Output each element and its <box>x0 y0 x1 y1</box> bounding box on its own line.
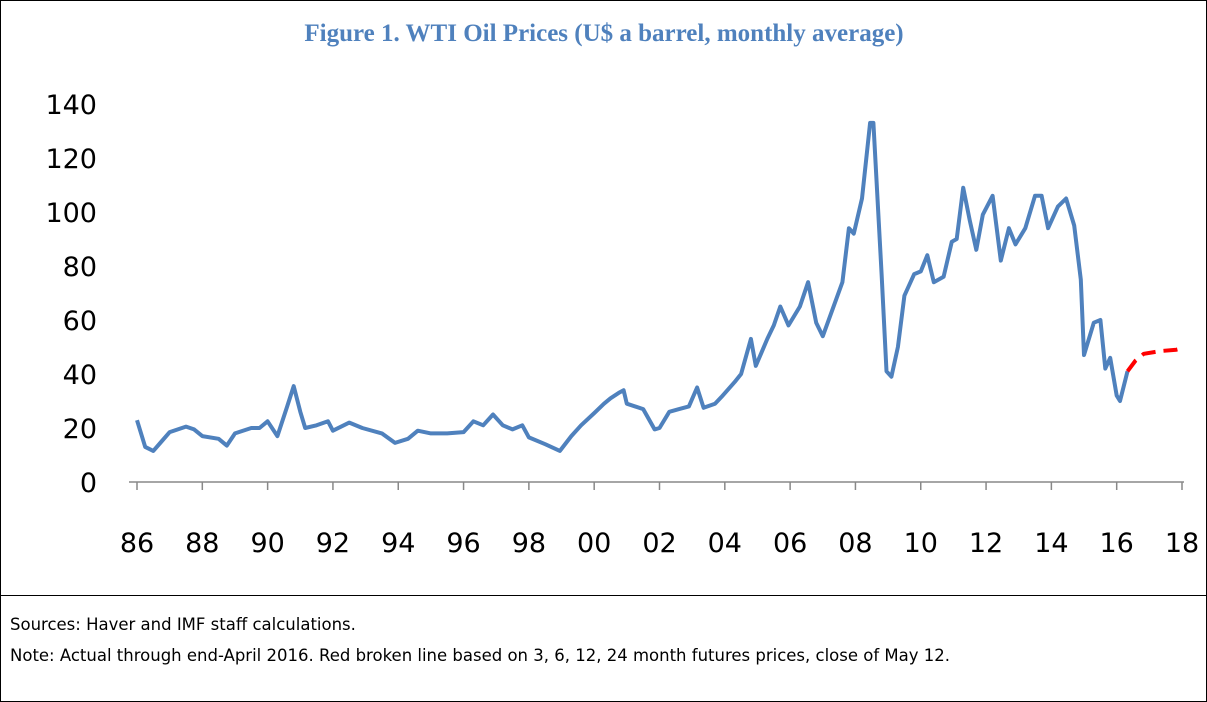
x-tick-label: 86 <box>120 528 154 559</box>
x-tick-label: 88 <box>185 528 219 559</box>
x-tick-label: 10 <box>904 528 938 559</box>
x-tick-label: 08 <box>838 528 872 559</box>
x-tick-label: 14 <box>1034 528 1068 559</box>
series-line <box>135 120 1130 453</box>
y-tick-label: 40 <box>63 360 97 391</box>
x-tick-label: 04 <box>708 528 742 559</box>
x-tick-label: 94 <box>381 528 415 559</box>
x-tick-label: 98 <box>512 528 546 559</box>
sources-note: Sources: Haver and IMF staff calculation… <box>10 615 356 634</box>
y-tick-label: 60 <box>63 306 97 337</box>
x-tick-label: 12 <box>969 528 1003 559</box>
note: Note: Actual through end-April 2016. Red… <box>10 646 951 665</box>
y-tick-label: 140 <box>45 90 97 121</box>
x-tick-label: 00 <box>577 528 611 559</box>
y-tick-label: 20 <box>63 414 97 445</box>
x-tick-label: 90 <box>250 528 284 559</box>
notes: Sources: Haver and IMF staff calculation… <box>10 609 1200 671</box>
y-tick-label: 0 <box>80 468 97 499</box>
x-tick-label: 18 <box>1165 528 1199 559</box>
separator <box>1 595 1206 596</box>
chart-title: Figure 1. WTI Oil Prices (U$ a barrel, m… <box>304 20 903 47</box>
x-tick-label: 92 <box>316 528 350 559</box>
y-tick-label: 100 <box>45 198 97 229</box>
x-tick-label: 02 <box>642 528 676 559</box>
x-tick-label: 16 <box>1100 528 1134 559</box>
y-tick-label: 120 <box>45 144 97 175</box>
x-tick-label: 96 <box>446 528 480 559</box>
y-tick-label: 80 <box>63 252 97 283</box>
x-tick-label: 06 <box>773 528 807 559</box>
chart: Figure 1. WTI Oil Prices (U$ a barrel, m… <box>45 20 1199 559</box>
series-line <box>1125 346 1183 373</box>
